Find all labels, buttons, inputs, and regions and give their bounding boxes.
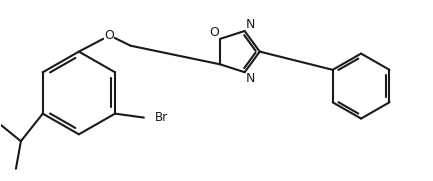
Text: Br: Br [155, 111, 168, 124]
Text: N: N [246, 18, 255, 31]
Text: N: N [246, 72, 255, 85]
Text: O: O [104, 29, 113, 42]
Text: O: O [209, 26, 219, 39]
